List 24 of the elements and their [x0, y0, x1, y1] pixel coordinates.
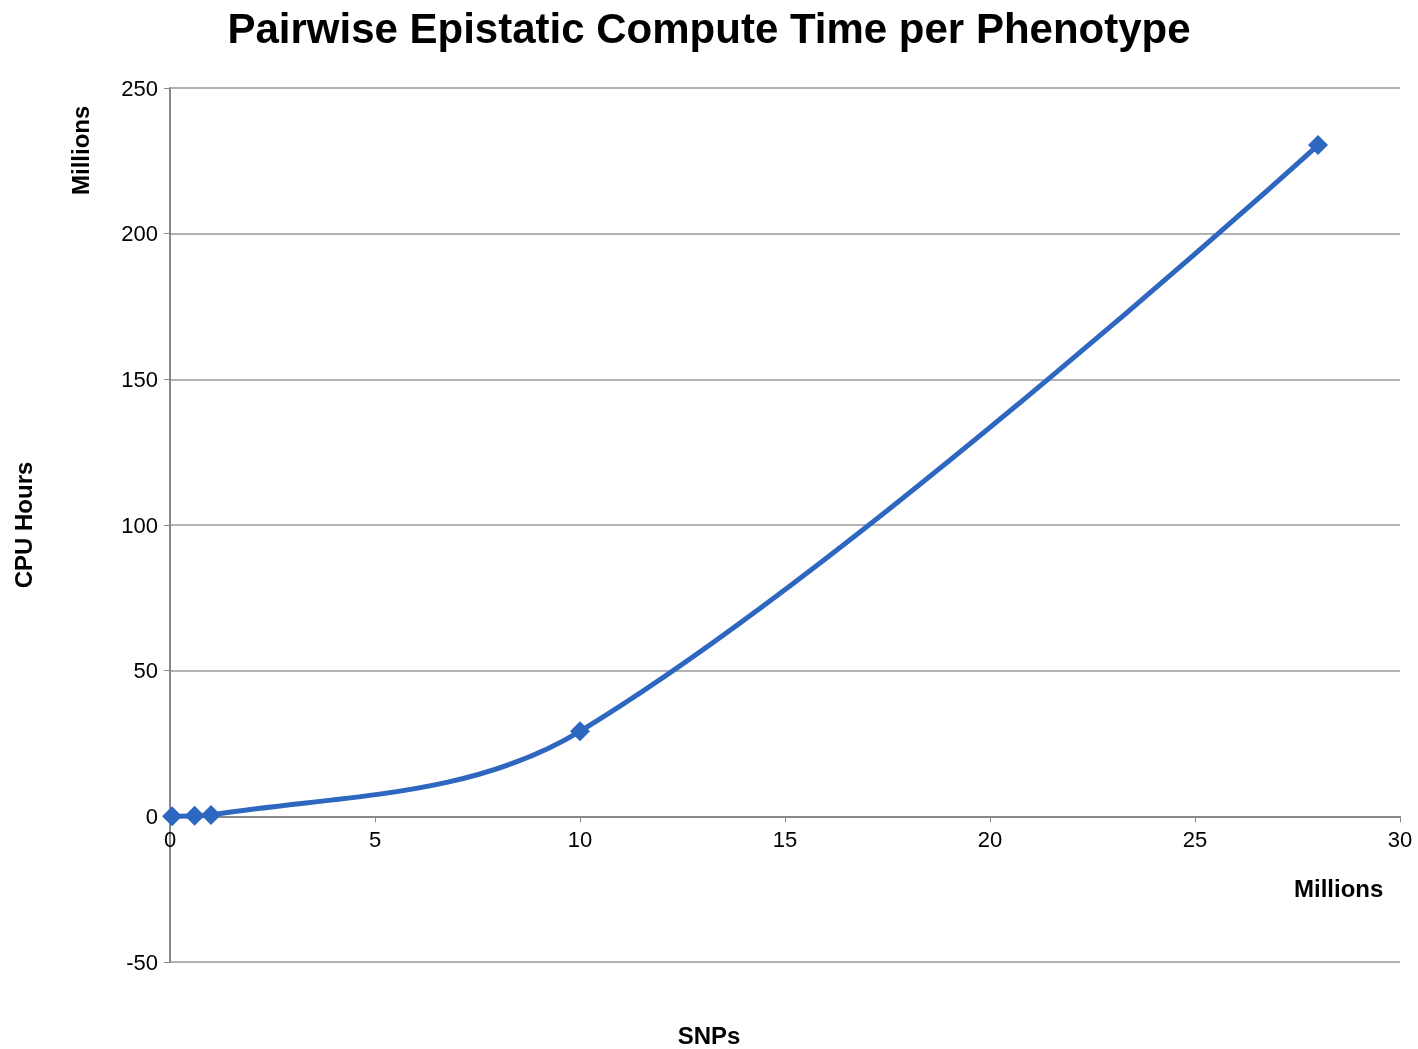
x-tick-label: 15 — [772, 826, 798, 852]
y-tick-label: 100 — [121, 512, 158, 538]
annotation: Millions — [1294, 874, 1384, 902]
x-tick-label: 25 — [1182, 826, 1208, 852]
point — [570, 721, 590, 742]
y-tick-label: 250 — [121, 75, 158, 101]
point — [162, 806, 183, 827]
point — [184, 805, 205, 826]
x-tick-label: 10 — [567, 826, 593, 852]
y-tick-label: 0 — [145, 803, 158, 829]
y-tick-label: -50 — [126, 949, 158, 975]
y-tick-label: 150 — [121, 366, 158, 392]
y-tick-label: 200 — [121, 221, 158, 247]
x-tick-label: 0 — [163, 826, 177, 852]
x-tick-label: 30 — [1387, 826, 1413, 852]
point — [1308, 135, 1328, 156]
y-tick-label: 50 — [133, 658, 158, 684]
text: Millions — [66, 105, 94, 195]
chart-title: Pairwise Epistatic Compute Time per Phenotype — [227, 4, 1191, 52]
x-tick-label: 20 — [977, 826, 1003, 852]
x-axis-title: SNPs — [677, 1021, 741, 1049]
y-axis-title: CPU Hours — [9, 461, 37, 589]
x-tick-label: 5 — [368, 826, 382, 852]
point — [201, 804, 221, 825]
